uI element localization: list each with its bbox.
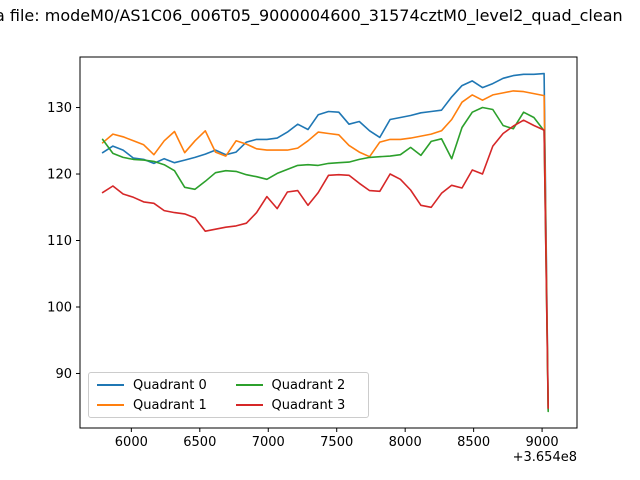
line-swatch-quadrant-1: [97, 404, 124, 406]
y-tick-label: 120: [47, 168, 72, 183]
series-line-quadrant-2: [101, 106, 550, 413]
legend-label: Quadrant 0: [133, 377, 207, 393]
series-line-quadrant-1: [101, 90, 550, 410]
line-swatch-quadrant-3: [235, 404, 263, 406]
y-tick-label: 130: [47, 101, 72, 116]
legend-label: Quadrant 3: [271, 397, 346, 413]
axes-frame: [79, 56, 578, 429]
x-tick-label: 7000: [252, 435, 285, 450]
legend-item-quadrant-3: Quadrant 3: [235, 397, 361, 413]
x-axis-offset-label: +3.654e8: [512, 450, 577, 465]
x-tick-label: 9000: [526, 435, 559, 450]
legend-item-quadrant-0: Quadrant 0: [97, 378, 222, 393]
y-tick-label: 100: [47, 300, 72, 315]
y-tick-label: 110: [47, 234, 72, 249]
x-tick-label: 8500: [457, 435, 490, 450]
x-tick-label: 6000: [115, 435, 148, 450]
chart-title: a file: modeM0/AS1C06_006T05_9000004600_…: [0, 6, 623, 25]
legend: Quadrant 0 Quadrant 1 Quadrant 2 Quadran…: [88, 372, 369, 418]
x-tick-label: 6500: [183, 435, 216, 450]
line-swatch-quadrant-2: [235, 384, 263, 386]
legend-label: Quadrant 2: [271, 377, 346, 393]
legend-label: Quadrant 1: [133, 397, 207, 413]
x-tick-label: 8000: [389, 435, 422, 450]
legend-item-quadrant-1: Quadrant 1: [97, 398, 222, 413]
series-line-quadrant-3: [101, 119, 550, 409]
legend-item-quadrant-2: Quadrant 2: [235, 377, 361, 393]
x-tick-label: 7500: [320, 435, 353, 450]
y-tick-label: 90: [55, 367, 72, 382]
series-line-quadrant-0: [101, 72, 550, 411]
line-swatch-quadrant-0: [97, 384, 124, 386]
